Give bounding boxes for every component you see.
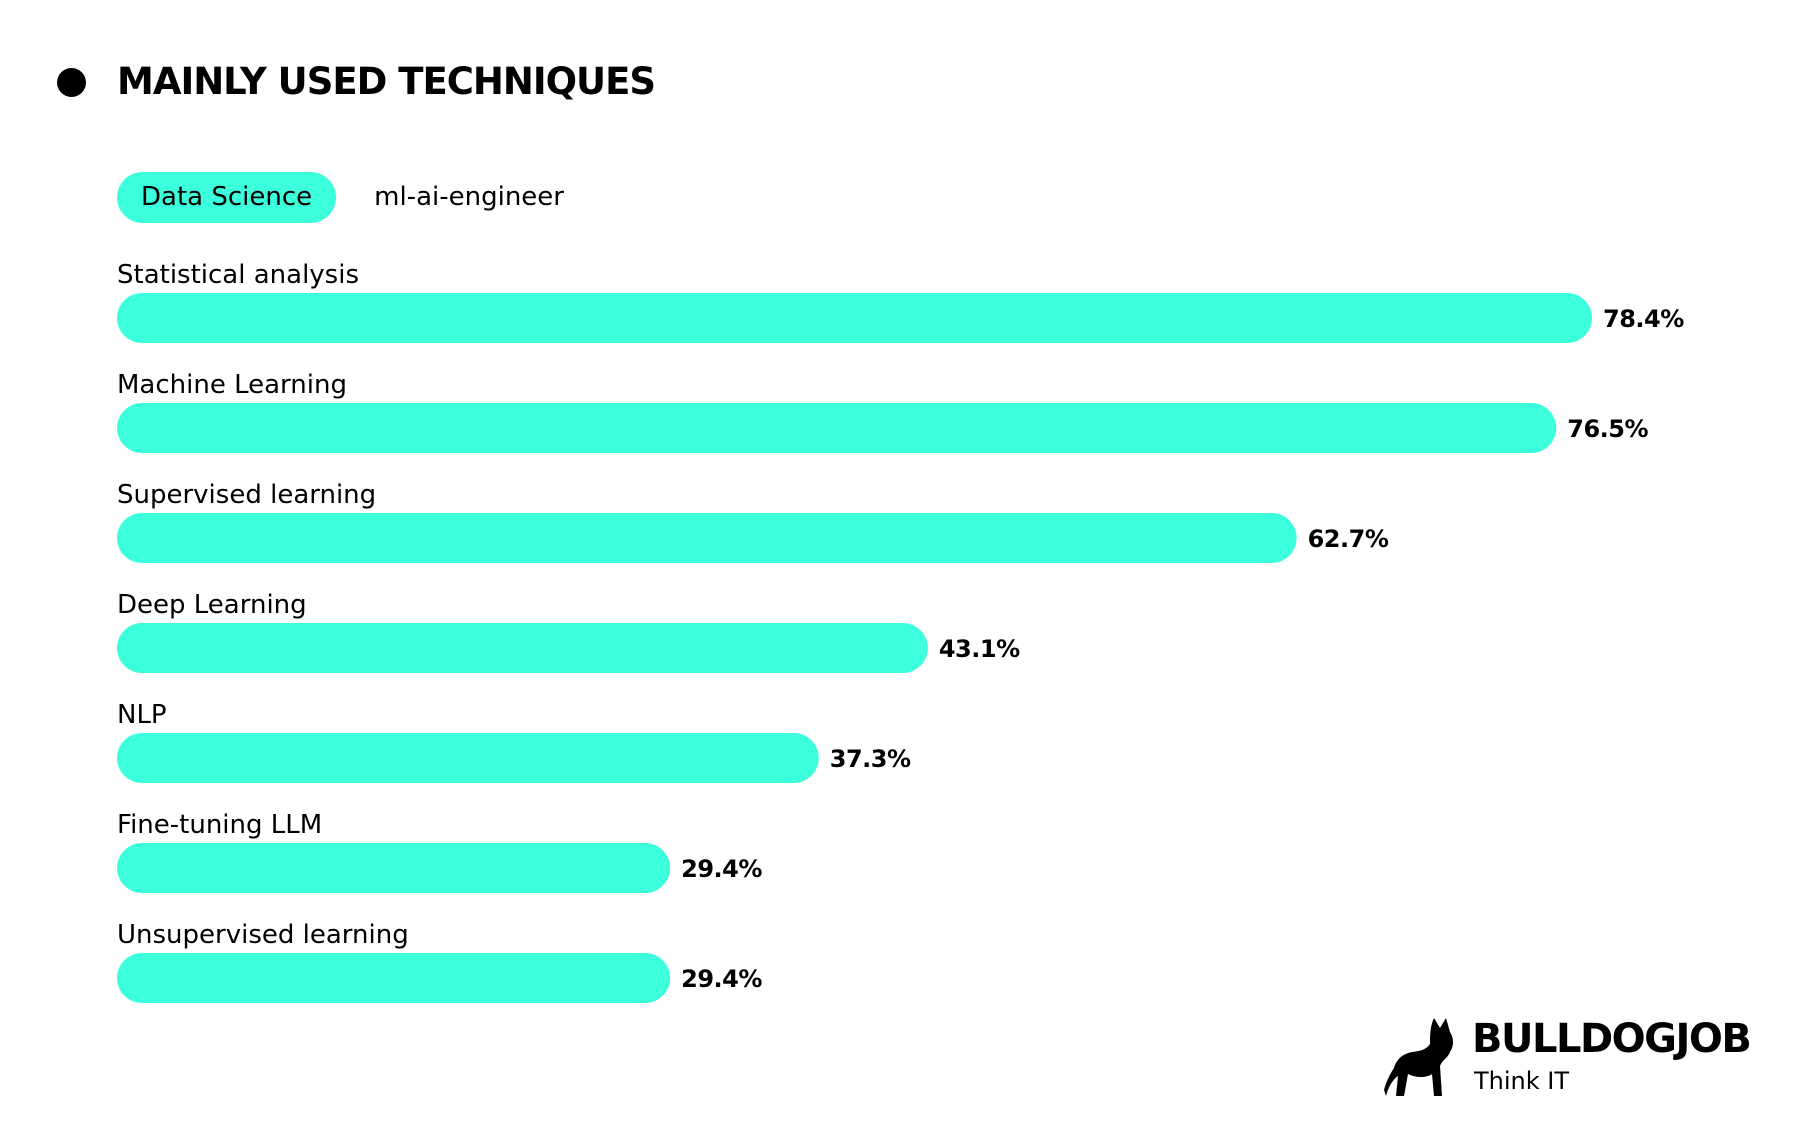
page-title: MAINLY USED TECHNIQUES [117,60,656,103]
bulldogjob-logo: BULLDOGJOB Think IT [1384,1012,1784,1104]
value-label: 78.4% [1603,305,1684,333]
logo-tagline: Think IT [1474,1067,1570,1095]
bar [117,843,671,893]
logo-name: BULLDOGJOB [1472,1016,1752,1062]
bar [117,513,1297,563]
category-label: Machine Learning [117,370,347,400]
bar [117,733,819,783]
category-label: Deep Learning [117,590,307,620]
bar [117,293,1592,343]
title-bullet [57,68,86,97]
category-label: Supervised learning [117,480,376,510]
value-label: 43.1% [939,635,1020,663]
value-label: 62.7% [1308,525,1389,553]
bulldog-icon [1384,1018,1453,1096]
bar [117,953,671,1003]
category-label: Unsupervised learning [117,920,409,950]
tab-ml-ai-engineer[interactable]: ml-ai-engineer [374,182,564,212]
category-label: Fine-tuning LLM [117,810,322,840]
value-label: 29.4% [681,965,762,993]
category-label: Statistical analysis [117,260,359,290]
bar [117,403,1557,453]
value-label: 29.4% [681,855,762,883]
value-label: 76.5% [1567,415,1648,443]
category-label: NLP [117,700,167,730]
category-tabs: Data Science ml-ai-engineer [117,172,588,223]
tab-data-science[interactable]: Data Science [117,172,337,223]
bar [117,623,928,673]
value-label: 37.3% [830,745,911,773]
